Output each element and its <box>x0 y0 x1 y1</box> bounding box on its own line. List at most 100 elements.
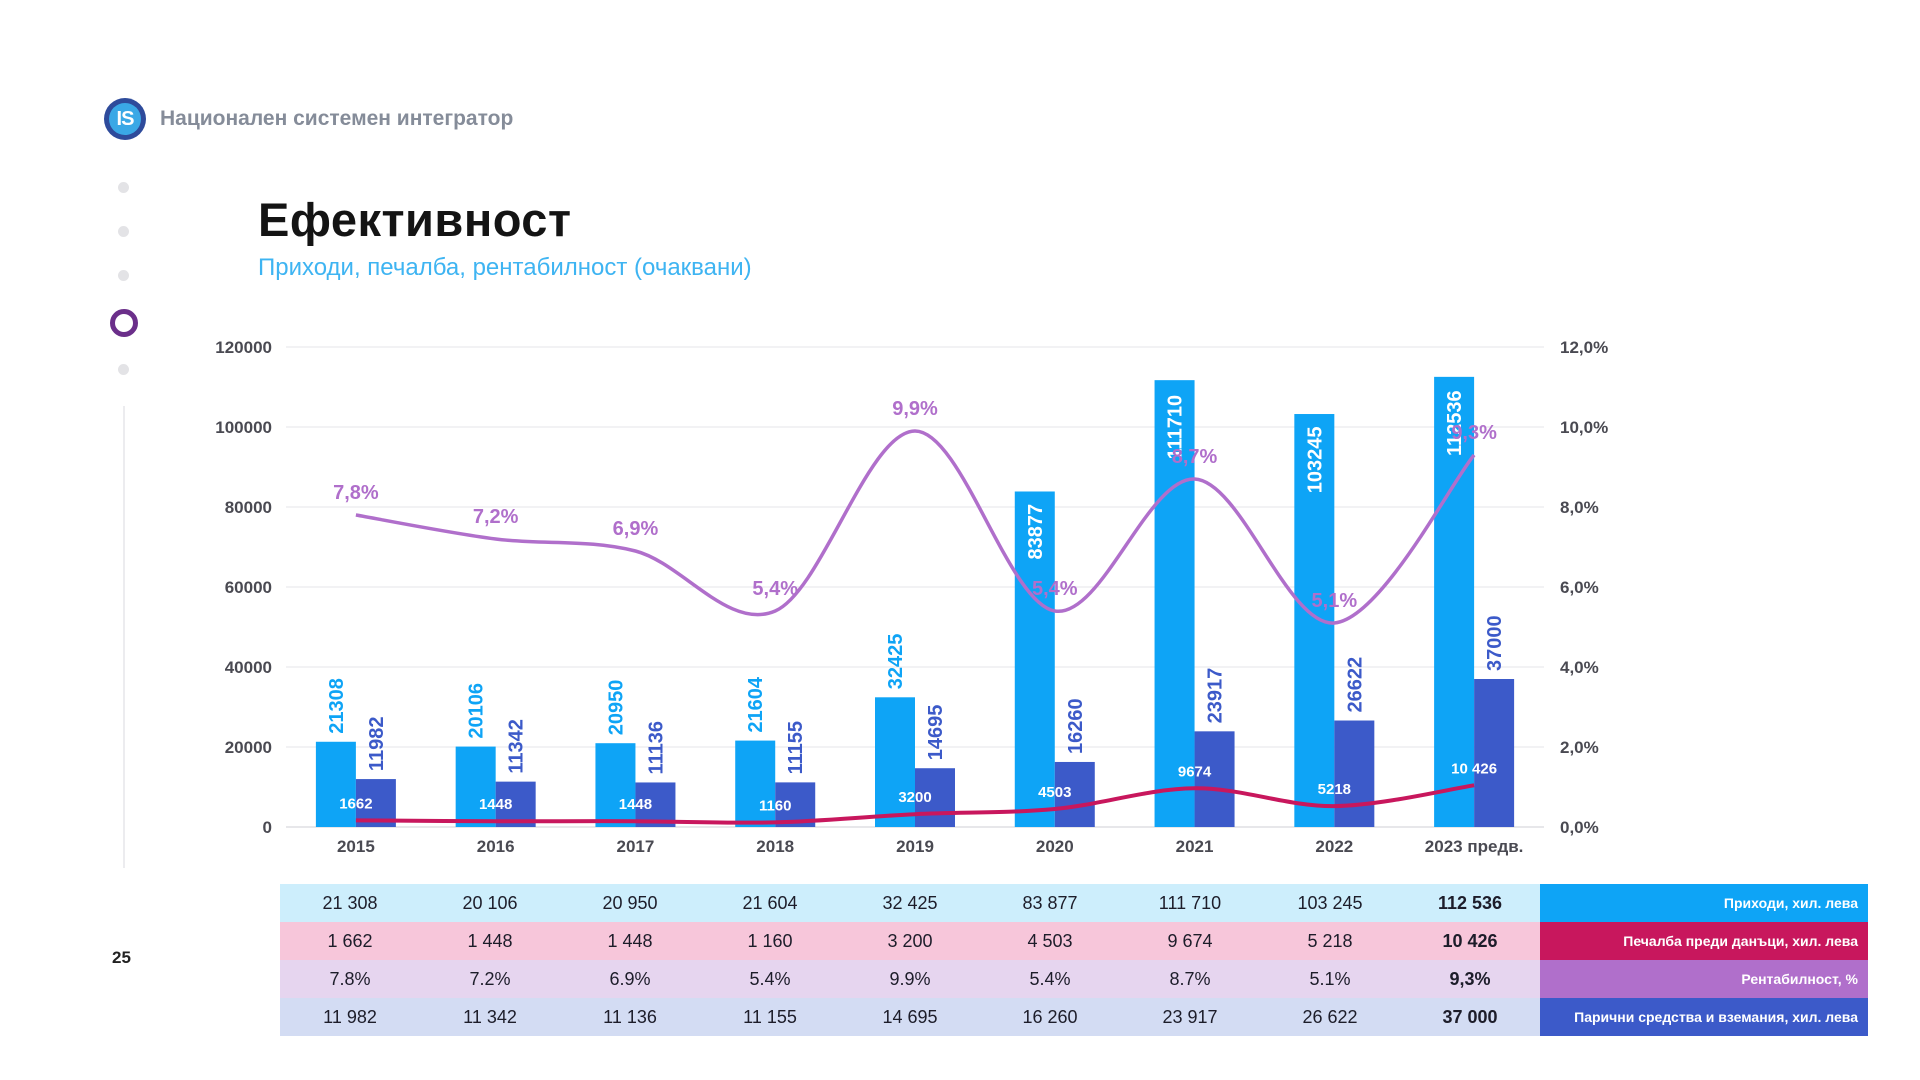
y-tick-label-right: 12,0% <box>1560 338 1608 357</box>
bar-cash <box>1474 679 1515 827</box>
y-tick-label-right: 10,0% <box>1560 418 1608 437</box>
table-cell: 21 604 <box>742 892 798 913</box>
page-title: Ефективност <box>258 193 572 246</box>
table-cell: 20 106 <box>462 892 518 913</box>
x-tick-label: 2019 <box>896 837 934 856</box>
table-cell: 7.2% <box>469 968 511 989</box>
data-label-cash: 26622 <box>1344 657 1366 713</box>
table-cell: 6.9% <box>609 968 651 989</box>
nav-dot-3[interactable] <box>118 270 129 281</box>
bar-revenue <box>455 746 496 827</box>
table-cell: 1 160 <box>747 930 793 951</box>
table-cell: 1 662 <box>327 930 373 951</box>
x-tick-label: 2018 <box>756 837 794 856</box>
line-margin <box>355 429 1476 625</box>
table-legend-margin: Рентабилност, % <box>1540 960 1868 998</box>
y-tick-label-left: 120000 <box>215 338 272 357</box>
data-label-profit: 5218 <box>1318 781 1351 798</box>
nav-dot-5[interactable] <box>118 364 129 375</box>
nav-divider <box>123 406 125 868</box>
page-subtitle: Приходи, печалба, рентабилност (очаквани… <box>258 254 752 281</box>
table-cell: 4 503 <box>1027 930 1073 951</box>
bar-cash <box>1194 731 1235 827</box>
data-label-margin: 6,9% <box>613 518 659 540</box>
table-cell: 8.7% <box>1169 968 1211 989</box>
bar-cash <box>1054 761 1095 827</box>
data-label-revenue: 112536 <box>1444 390 1466 456</box>
nav-dot-1[interactable] <box>118 182 129 193</box>
bar-revenue <box>875 697 915 827</box>
data-label-margin: 8,7% <box>1172 446 1218 468</box>
data-label-margin: 7,8% <box>333 482 379 504</box>
table-cell: 37 000 <box>1442 1006 1498 1027</box>
table-legend-revenue: Приходи, хил. лева <box>1540 884 1868 922</box>
data-table: 21 308 20 106 20 950 21 604 32 425 83 877 111 … <box>280 884 1868 1036</box>
y-tick-label-right: 2,0% <box>1560 738 1599 757</box>
y-tick-label-right: 8,0% <box>1560 498 1599 517</box>
data-label-revenue: 21308 <box>326 678 348 734</box>
y-tick-label-left: 80000 <box>225 498 272 517</box>
bar-revenue <box>1014 491 1055 827</box>
data-label-cash: 37000 <box>1484 615 1506 671</box>
efficiency-chart: 0 20000 40000 60000 80000 100000 120000 0,0% 2,0… <box>215 338 1608 856</box>
data-label-revenue: 103245 <box>1304 426 1326 493</box>
table-cell: 21 308 <box>322 892 378 913</box>
y-tick-label-left: 100000 <box>215 418 272 437</box>
bar-cash <box>915 768 955 827</box>
table-cell: 112 536 <box>1437 892 1503 913</box>
bar-revenue <box>1434 376 1475 827</box>
table-cell: 26 622 <box>1302 1006 1358 1027</box>
data-label-cash: 11342 <box>506 719 528 774</box>
table-cell: 11 155 <box>743 1006 797 1027</box>
x-tick-label: 2023 предв. <box>1425 837 1524 856</box>
data-label-margin: 5,4% <box>1032 578 1078 600</box>
bar-revenue <box>1294 414 1335 827</box>
data-label-revenue: 21604 <box>745 676 767 732</box>
data-label-profit: 1448 <box>619 796 652 813</box>
y-tick-label-left: 60000 <box>225 578 272 597</box>
data-label-cash: 11155 <box>785 721 807 774</box>
y-tick-label-left: 20000 <box>225 738 272 757</box>
data-label-profit: 1448 <box>479 796 512 813</box>
table-cell: 11 982 <box>323 1006 377 1027</box>
data-label-revenue: 20950 <box>605 680 627 736</box>
table-cell: 5 218 <box>1307 930 1353 951</box>
table-cell: 1 448 <box>607 930 653 951</box>
nav-dot-4-active[interactable] <box>110 309 138 337</box>
data-label-cash: 14695 <box>925 705 947 761</box>
data-label-profit: 1160 <box>759 797 792 814</box>
table-cell: 5.4% <box>749 968 791 989</box>
x-tick-label: 2015 <box>337 837 375 856</box>
table-cell: 9 674 <box>1167 930 1213 951</box>
table-row-cash: 11 982 11 342 11 136 11 155 14 695 16 260 23 9… <box>280 998 1868 1036</box>
company-logo: IS <box>104 98 146 140</box>
data-label-cash: 16260 <box>1065 698 1087 754</box>
data-label-cash: 23917 <box>1205 668 1227 724</box>
table-legend-cash: Парични средства и вземания, хил. лева <box>1540 998 1868 1036</box>
bar-cash <box>1334 720 1375 827</box>
data-label-revenue: 111710 <box>1165 395 1187 460</box>
data-label-profit: 9674 <box>1178 763 1212 780</box>
data-label-margin: 9,9% <box>892 398 938 420</box>
data-label-revenue: 83877 <box>1025 504 1047 560</box>
data-label-profit: 3200 <box>898 789 931 806</box>
y-tick-label-right: 0,0% <box>1560 818 1599 837</box>
table-cell: 16 260 <box>1022 1006 1078 1027</box>
table-legend-profit: Печалба преди данъци, хил. лева <box>1540 922 1868 960</box>
table-cell: 20 950 <box>602 892 658 913</box>
data-label-margin: 5,1% <box>1312 590 1358 612</box>
y-tick-label-left: 0 <box>263 818 272 837</box>
data-label-revenue: 20106 <box>466 683 488 739</box>
y-tick-label-right: 6,0% <box>1560 578 1599 597</box>
y-tick-label-right: 4,0% <box>1560 658 1599 677</box>
table-cell: 9,3% <box>1449 968 1491 989</box>
data-label-profit: 4503 <box>1038 784 1071 801</box>
table-cell: 14 695 <box>882 1006 938 1027</box>
x-tick-label: 2021 <box>1176 837 1214 856</box>
data-label-cash: 11982 <box>366 717 388 772</box>
company-name: Национален системен интегратор <box>160 107 514 130</box>
bar-revenue <box>315 741 356 827</box>
header: IS Национален системен интегратор <box>104 98 513 140</box>
nav-dot-2[interactable] <box>118 226 129 237</box>
table-cell: 5.1% <box>1309 968 1351 989</box>
